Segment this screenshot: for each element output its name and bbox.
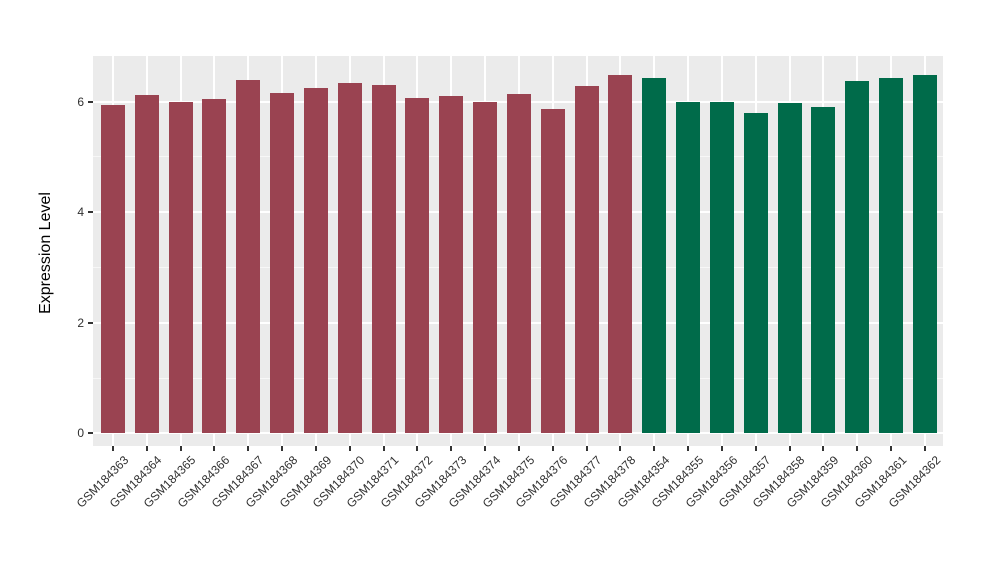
x-tick-mark [416,446,419,451]
x-tick-mark [551,446,554,451]
x-tick-mark [653,446,656,451]
x-tick-mark [890,446,893,451]
bar-GSM184377 [574,85,599,434]
bar-GSM184360 [845,80,870,434]
x-tick-mark [856,446,859,451]
x-tick-mark [145,446,148,451]
bar-GSM184356 [709,102,734,434]
bar-GSM184368 [270,92,295,434]
x-tick-mark [619,446,622,451]
bar-GSM184378 [608,75,633,434]
y-tick-label: 4 [77,205,84,220]
x-tick-mark [348,446,351,451]
y-axis-title: Expression Level [37,192,54,314]
x-tick-mark [585,446,588,451]
x-tick-mark [822,446,825,451]
bar-GSM184364 [134,95,159,434]
bar-GSM184355 [676,102,701,434]
x-tick-mark [179,446,182,451]
y-tick-mark [88,432,93,435]
x-tick-mark [314,446,317,451]
bar-GSM184362 [912,74,937,434]
bar-GSM184374 [473,101,498,434]
y-tick-label: 2 [77,315,84,330]
x-tick-mark [484,446,487,451]
y-tick-mark [88,321,93,324]
x-tick-mark [112,446,114,451]
bar-GSM184367 [236,79,261,434]
x-tick-mark [720,446,723,451]
bar-GSM184371 [371,84,396,434]
x-tick-mark [788,446,791,451]
x-tick-mark [213,446,216,451]
bar-GSM184361 [879,77,904,434]
y-tick-label: 0 [77,426,84,441]
bar-GSM184376 [540,109,565,434]
x-tick-mark [450,446,453,451]
bar-GSM184359 [811,107,836,434]
bar-GSM184369 [303,87,328,434]
bar-GSM184354 [642,78,667,434]
bar-GSM184372 [405,97,430,434]
x-tick-mark [517,446,520,451]
bar-GSM184375 [506,93,531,434]
y-tick-mark [88,211,93,214]
x-tick-mark [754,446,757,451]
bar-GSM184357 [743,112,768,434]
plot-panel [93,56,943,446]
y-tick-label: 6 [77,94,84,109]
bar-GSM184373 [439,96,464,434]
bar-GSM184363 [101,104,125,434]
x-tick-mark [687,446,690,451]
bar-GSM184370 [337,82,362,434]
x-tick-mark [923,446,926,451]
y-tick-mark [88,100,93,103]
x-tick-mark [382,446,385,451]
bar-GSM184358 [777,102,802,434]
x-tick-mark [247,446,250,451]
x-tick-mark [281,446,284,451]
bar-GSM184365 [168,101,193,434]
bar-GSM184366 [202,98,227,434]
